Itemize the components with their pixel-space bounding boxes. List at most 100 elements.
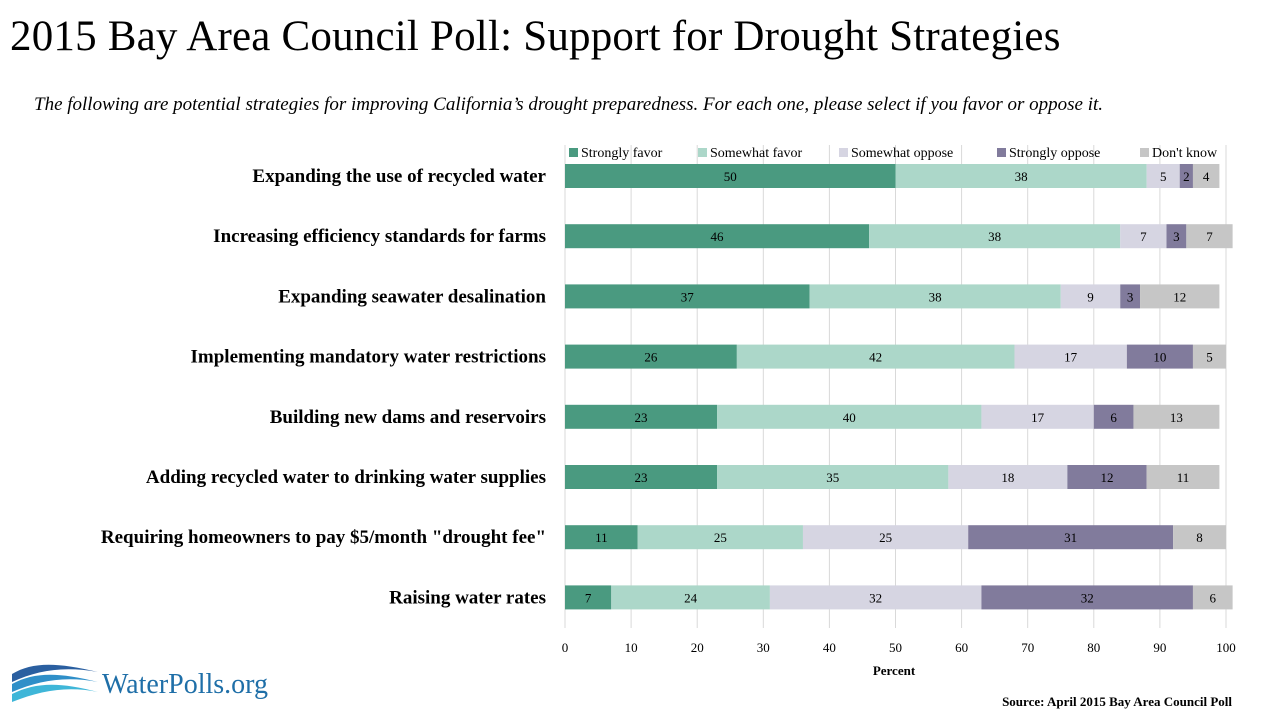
data-label: 3	[1127, 289, 1134, 304]
x-tick-label: 40	[823, 640, 836, 655]
gridlines	[564, 145, 1227, 628]
legend-label: Strongly oppose	[1009, 146, 1100, 161]
legend-swatch	[1140, 148, 1149, 157]
data-label: 25	[879, 530, 892, 545]
data-label: 23	[635, 470, 648, 485]
bar-segment-don-t-know	[1133, 404, 1220, 429]
bar-segment-strongly-favor	[565, 224, 870, 249]
x-axis: 0 10 20 30 40 50 60 70 80 90 100	[562, 640, 1236, 655]
bar-segment-strongly-oppose	[1120, 284, 1141, 309]
x-tick-label: 20	[691, 640, 704, 655]
data-label: 32	[869, 590, 882, 605]
bar-segment-strongly-favor	[565, 284, 810, 309]
legend-item-somewhat-favor: Somewhat favor	[698, 146, 802, 161]
bar-segment-strongly-oppose	[1093, 404, 1134, 429]
data-label: 6	[1210, 590, 1217, 605]
data-label: 7	[585, 590, 592, 605]
bar-segment-somewhat-oppose	[769, 585, 982, 610]
data-label: 23	[635, 410, 648, 425]
bar-segment-somewhat-oppose	[981, 404, 1094, 429]
bar-segment-somewhat-oppose	[1014, 344, 1127, 369]
legend-label: Somewhat favor	[710, 146, 802, 161]
x-tick-label: 10	[625, 640, 638, 655]
legend-label: Strongly favor	[581, 146, 663, 161]
bar-segment-somewhat-favor	[736, 344, 1015, 369]
x-tick-label: 60	[955, 640, 968, 655]
bar-segment-strongly-favor	[565, 465, 718, 489]
data-label: 3	[1173, 229, 1180, 244]
data-label: 12	[1173, 289, 1186, 304]
bar-row: 23 40 17 6 13	[565, 404, 1220, 429]
bar-segment-strongly-oppose	[1179, 164, 1193, 188]
bar-segment-don-t-know	[1140, 284, 1220, 309]
data-label: 10	[1153, 350, 1166, 365]
data-label: 18	[1001, 470, 1014, 485]
category-label: Expanding the use of recycled water	[252, 166, 546, 187]
x-tick-label: 80	[1087, 640, 1100, 655]
data-label: 35	[826, 470, 839, 485]
bar-row: 50 38 5 2 4	[565, 164, 1220, 188]
chart-title: 2015 Bay Area Council Poll: Support for …	[10, 13, 1061, 60]
data-label: 5	[1160, 169, 1167, 184]
x-tick-label: 100	[1216, 640, 1236, 655]
data-label: 25	[714, 530, 727, 545]
bar-segment-strongly-favor	[565, 585, 612, 610]
bar-segment-strongly-oppose	[1126, 344, 1193, 369]
legend-item-strongly-favor: Strongly favor	[569, 146, 663, 161]
waterpolls-logo: WaterPolls.org	[12, 660, 268, 710]
bar-row: 26 42 17 10 5	[565, 344, 1226, 369]
bar-segment-don-t-know	[1186, 224, 1233, 249]
legend-swatch	[569, 148, 578, 157]
category-label: Expanding seawater desalination	[278, 286, 546, 307]
data-label: 9	[1087, 289, 1094, 304]
x-tick-label: 70	[1021, 640, 1034, 655]
bar-segment-somewhat-favor	[869, 224, 1121, 249]
data-label: 7	[1206, 229, 1213, 244]
logo-text: WaterPolls.org	[102, 669, 268, 700]
data-label: 12	[1101, 470, 1114, 485]
data-label: 50	[724, 169, 737, 184]
x-axis-title: Percent	[873, 663, 916, 678]
bar-segment-somewhat-oppose	[1060, 284, 1121, 309]
bar-segment-somewhat-favor	[637, 525, 803, 550]
bar-row: 11 25 25 31 8	[565, 525, 1226, 550]
legend-label: Don't know	[1152, 146, 1218, 161]
bar-segment-somewhat-oppose	[1146, 164, 1180, 188]
bar-segment-don-t-know	[1192, 585, 1233, 610]
bar-row: 37 38 9 3 12	[565, 284, 1220, 309]
bar-row: 46 38 7 3 7	[565, 224, 1233, 249]
bar-row: 7 24 32 32 6	[565, 585, 1233, 610]
legend-item-strongly-oppose: Strongly oppose	[997, 146, 1100, 161]
data-label: 38	[988, 229, 1001, 244]
category-label: Raising water rates	[389, 587, 546, 608]
legend-label: Somewhat oppose	[851, 146, 953, 161]
data-label: 11	[595, 530, 608, 545]
data-label: 31	[1064, 530, 1077, 545]
category-labels: Expanding the use of recycled water Incre…	[101, 166, 547, 608]
bar-row: 23 35 18 12 11	[565, 465, 1220, 489]
data-label: 7	[1140, 229, 1147, 244]
data-label: 17	[1031, 410, 1045, 425]
category-label: Requiring homeowners to pay $5/month "dr…	[101, 527, 546, 548]
x-tick-label: 90	[1153, 640, 1166, 655]
data-label: 2	[1183, 169, 1190, 184]
bar-segment-somewhat-favor	[809, 284, 1061, 309]
bar-segment-somewhat-oppose	[1120, 224, 1167, 249]
bar-segment-somewhat-oppose	[802, 525, 969, 550]
data-label: 38	[929, 289, 942, 304]
data-label: 38	[1015, 169, 1028, 184]
bar-segment-strongly-favor	[565, 404, 718, 429]
bar-segment-don-t-know	[1192, 344, 1226, 369]
data-label: 8	[1196, 530, 1203, 545]
bar-segment-strongly-oppose	[968, 525, 1174, 550]
bar-segment-don-t-know	[1192, 164, 1220, 188]
bar-segment-somewhat-favor	[717, 404, 982, 429]
bar-segment-strongly-favor	[565, 344, 737, 369]
bar-segment-strongly-oppose	[981, 585, 1193, 610]
data-label: 24	[684, 590, 698, 605]
legend-item-somewhat-oppose: Somewhat oppose	[839, 146, 953, 161]
data-label: 46	[711, 229, 725, 244]
data-label: 26	[644, 350, 658, 365]
data-label: 11	[1177, 470, 1190, 485]
category-label: Increasing efficiency standards for farm…	[213, 226, 546, 247]
